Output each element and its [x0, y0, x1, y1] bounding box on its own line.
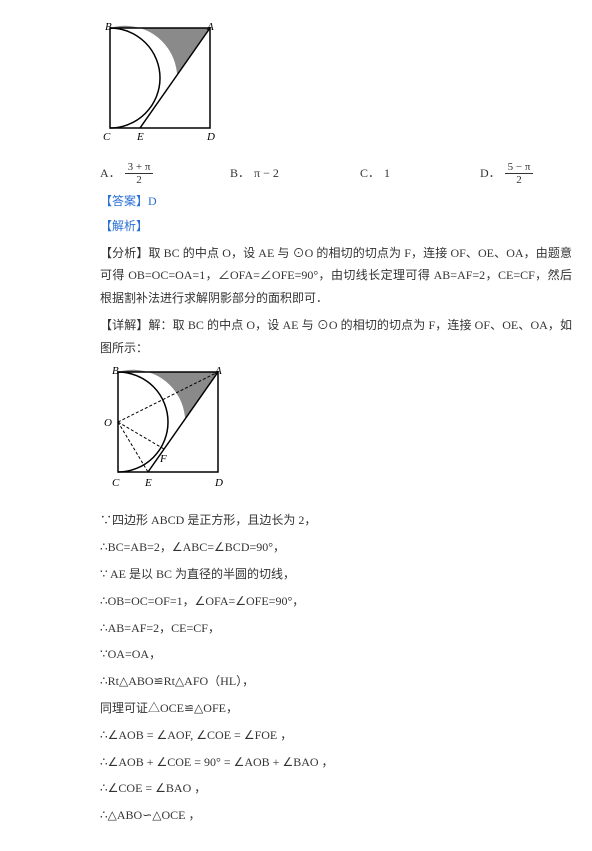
- choice-C: C． 1: [360, 161, 480, 186]
- line-6: ∵OA=OA，: [100, 643, 572, 666]
- choice-D: D． 5 − π 2: [480, 161, 533, 186]
- analysis-label: 【分析】: [100, 246, 148, 260]
- choice-A-den: 2: [133, 174, 145, 186]
- fig2-B: B: [112, 365, 119, 377]
- answer-tag: 【答案】: [100, 194, 148, 208]
- choice-D-label: D．: [480, 162, 501, 185]
- analysis-text: 取 BC 的中点 O，设 AE 与 ⊙O 的相切的切点为 F，连接 OF、OE、…: [100, 246, 572, 306]
- fig2-E: E: [144, 477, 152, 489]
- fig1-E: E: [136, 131, 144, 143]
- line-7: ∴Rt△ABO≌Rt△AFO（HL），: [100, 670, 572, 693]
- choice-D-num: 5 − π: [505, 161, 534, 174]
- fig2-D: D: [214, 477, 223, 489]
- figure1-svg: B A C E D: [100, 20, 215, 145]
- figure-1: B A C E D: [100, 20, 572, 153]
- line-9: ∴∠AOB = ∠AOF, ∠COE = ∠FOE ，: [100, 724, 572, 747]
- line-12: ∴△ABO∽△OCE ，: [100, 804, 572, 827]
- analysis-para: 【分析】取 BC 的中点 O，设 AE 与 ⊙O 的相切的切点为 F，连接 OF…: [100, 242, 572, 310]
- line-10: ∴∠AOB + ∠COE = 90° = ∠AOB + ∠BAO ，: [100, 751, 572, 774]
- fig2-F: F: [159, 453, 167, 465]
- fig2-A: A: [214, 365, 222, 377]
- detail-label: 【详解】: [100, 318, 148, 332]
- choice-B: B． π − 2: [230, 161, 360, 186]
- detail-text: 解：取 BC 的中点 O，设 AE 与 ⊙O 的相切的切点为 F，连接 OF、O…: [100, 318, 572, 355]
- fig1-C: C: [103, 131, 111, 143]
- choice-B-label: B．: [230, 162, 250, 185]
- choice-C-label: C．: [360, 162, 380, 185]
- detail-para: 【详解】解：取 BC 的中点 O，设 AE 与 ⊙O 的相切的切点为 F，连接 …: [100, 314, 572, 360]
- figure-2: B A O F C E D: [100, 364, 572, 502]
- choice-A: A． 3 + π 2: [100, 161, 230, 186]
- line-4: ∴OB=OC=OF=1，∠OFA=∠OFE=90°，: [100, 590, 572, 613]
- fig2-C: C: [112, 477, 120, 489]
- choice-A-num: 3 + π: [125, 161, 154, 174]
- choice-C-text: 1: [384, 162, 390, 185]
- line-2: ∴BC=AB=2，∠ABC=∠BCD=90°，: [100, 536, 572, 559]
- figure2-svg: B A O F C E D: [100, 364, 225, 494]
- answer-line: 【答案】D: [100, 190, 572, 213]
- explain-tag: 【解析】: [100, 215, 572, 238]
- choice-D-den: 2: [513, 174, 525, 186]
- line-5: ∴AB=AF=2，CE=CF，: [100, 617, 572, 640]
- line-8: 同理可证△OCE≌△OFE，: [100, 697, 572, 720]
- line-3: ∵ AE 是以 BC 为直径的半圆的切线，: [100, 563, 572, 586]
- line-1: ∵四边形 ABCD 是正方形，且边长为 2，: [100, 509, 572, 532]
- choice-A-frac: 3 + π 2: [125, 161, 154, 186]
- answer-choices: A． 3 + π 2 B． π − 2 C． 1 D． 5 − π 2: [100, 161, 572, 186]
- choice-D-frac: 5 − π 2: [505, 161, 534, 186]
- fig1-B: B: [105, 21, 112, 33]
- line-11: ∴∠COE = ∠BAO ，: [100, 777, 572, 800]
- choice-A-label: A．: [100, 162, 121, 185]
- choice-B-text: π − 2: [254, 162, 279, 185]
- fig2-O: O: [104, 417, 112, 429]
- fig1-D: D: [206, 131, 215, 143]
- answer-value: D: [148, 194, 157, 208]
- fig1-A: A: [206, 21, 214, 33]
